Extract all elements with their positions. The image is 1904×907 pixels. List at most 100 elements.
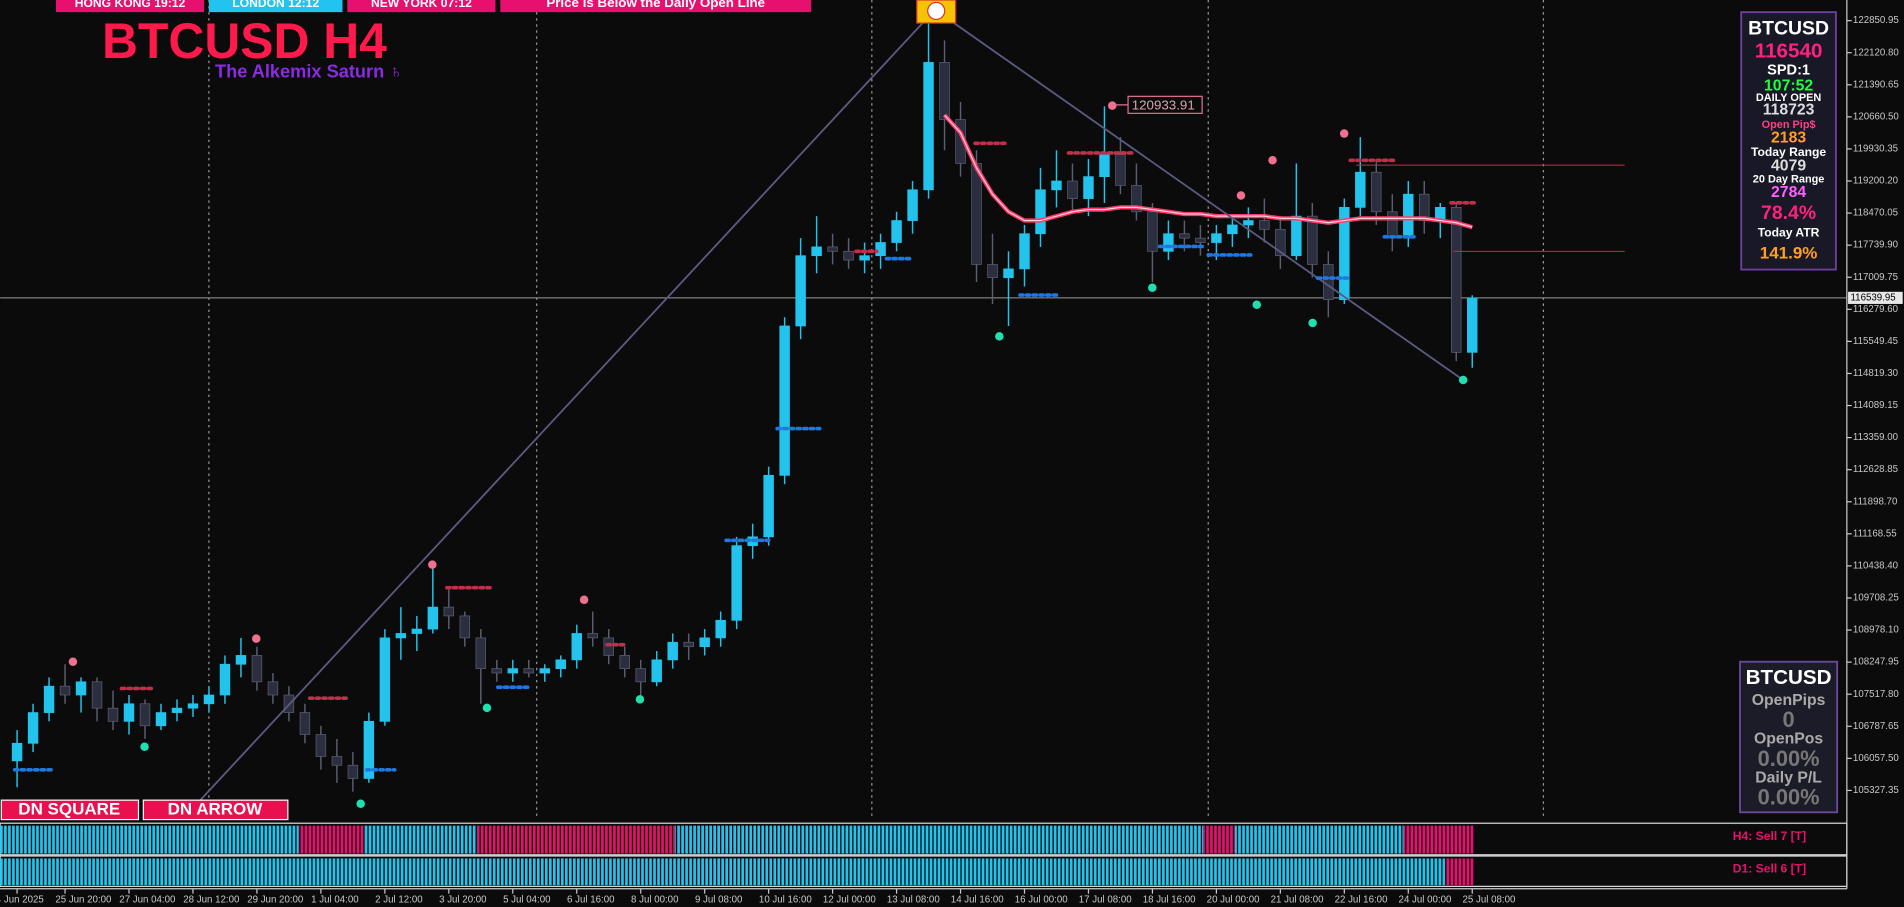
trend-lines bbox=[181, 8, 1464, 821]
x-tick-label: 12 Jul 00:00 bbox=[823, 894, 876, 905]
x-tick-label: 24 Jun 2025 bbox=[0, 894, 44, 905]
candle-body bbox=[219, 663, 231, 696]
strip-part bbox=[675, 825, 1204, 854]
candle-body bbox=[1467, 297, 1478, 353]
sell-icon-circle bbox=[927, 1, 946, 21]
candle-body bbox=[155, 712, 167, 727]
candle-body bbox=[395, 633, 407, 639]
candle-body bbox=[667, 641, 678, 661]
panel-text: 2784 bbox=[1771, 184, 1806, 201]
panel-box bbox=[1739, 660, 1839, 814]
candle-body bbox=[1339, 207, 1350, 300]
panel-text: 141.9% bbox=[1760, 243, 1818, 262]
y-tick-label: 108247.95 bbox=[1853, 657, 1899, 668]
candle-body bbox=[59, 685, 71, 696]
candle-body bbox=[427, 606, 439, 630]
session: HONG KONG 19:12 bbox=[75, 0, 186, 10]
signal-strip: D1: Sell 6 [T] bbox=[0, 855, 1848, 887]
session-box bbox=[208, 0, 343, 13]
candle-body bbox=[875, 242, 886, 257]
candle-body bbox=[491, 668, 503, 674]
candle-body bbox=[1003, 268, 1014, 279]
candle-body bbox=[1099, 154, 1110, 177]
info-panel: BTCUSD 116540 SPD:1 107:52 DAILY OPEN 11… bbox=[1740, 11, 1837, 271]
candle-body bbox=[171, 707, 183, 713]
x-tick-label: 25 Jun 20:00 bbox=[55, 894, 112, 905]
y-tick-label: 111898.70 bbox=[1853, 496, 1898, 507]
x-tick-label: 2 Jul 12:00 bbox=[375, 894, 423, 905]
y-tick-label: 119200.20 bbox=[1853, 176, 1899, 187]
level-lines bbox=[1356, 164, 1625, 252]
panel-text: 20 Day Range bbox=[1753, 174, 1825, 186]
fractal bbox=[1252, 300, 1262, 310]
button[interactable] bbox=[142, 799, 289, 821]
candle-body bbox=[251, 655, 263, 683]
fractal bbox=[356, 799, 365, 809]
alert-box bbox=[500, 0, 812, 13]
candle-body bbox=[1243, 220, 1254, 226]
session-box bbox=[55, 0, 205, 13]
resistance-dots bbox=[119, 141, 1478, 700]
panel-text: OpenPos bbox=[1754, 731, 1823, 748]
fractal bbox=[1268, 156, 1277, 165]
fractal bbox=[428, 560, 437, 569]
panel-text: 0.00% bbox=[1758, 785, 1820, 810]
button-label[interactable]: DN ARROW bbox=[168, 799, 264, 818]
fractal bbox=[68, 657, 78, 666]
candle-body bbox=[75, 681, 87, 696]
panel-text: 107:52 bbox=[1764, 77, 1813, 94]
signal-label: H4: Sell 7 [T] bbox=[1733, 829, 1806, 843]
candle-body bbox=[1227, 224, 1238, 235]
y-tick-label: 117009.75 bbox=[1853, 272, 1898, 283]
x-tick-label: 29 Jun 20:00 bbox=[247, 894, 304, 905]
button-label[interactable]: DN SQUARE bbox=[18, 799, 120, 818]
y-tick-label: 111168.55 bbox=[1853, 528, 1897, 539]
x-tick-label: 18 Jul 16:00 bbox=[1143, 894, 1196, 905]
panel-text: 116540 bbox=[1755, 40, 1823, 63]
panel-text: Daily P/L bbox=[1755, 769, 1822, 786]
session-box bbox=[347, 0, 496, 13]
x-tick-label: 1 Jul 04:00 bbox=[311, 894, 359, 905]
candle-body bbox=[347, 764, 359, 779]
candle-body bbox=[731, 545, 742, 621]
panel-text: DAILY OPEN bbox=[1756, 92, 1822, 104]
y-tick-label: 116279.60 bbox=[1853, 304, 1899, 315]
x-tick-label: 16 Jul 00:00 bbox=[1015, 894, 1068, 905]
strip-part bbox=[1234, 825, 1404, 854]
candle-body bbox=[363, 720, 375, 779]
y-tick-label: 120660.50 bbox=[1853, 111, 1899, 122]
chart-subtitle: The Alkemix Saturn ♄ bbox=[215, 62, 403, 82]
strip-part bbox=[298, 825, 365, 854]
candle-body bbox=[1131, 185, 1142, 213]
candle-body bbox=[603, 637, 614, 656]
candle-body bbox=[203, 694, 215, 705]
panel-text: Today Range bbox=[1751, 145, 1826, 159]
x-tick-label: 14 Jul 16:00 bbox=[951, 894, 1004, 905]
fractal bbox=[1108, 101, 1117, 110]
y-tick-label: 114819.30 bbox=[1853, 368, 1899, 379]
fractal bbox=[635, 695, 645, 704]
candle-body bbox=[763, 474, 774, 538]
signal-strip: H4: Sell 7 [T] bbox=[0, 822, 1848, 856]
plot bbox=[0, 18, 1847, 792]
button[interactable] bbox=[0, 799, 140, 821]
candle-body bbox=[11, 742, 23, 762]
x-tick-label: 25 Jul 08:00 bbox=[1463, 894, 1516, 905]
x-tick-label: 27 Jun 04:00 bbox=[119, 894, 176, 905]
candle-body bbox=[987, 264, 998, 279]
panel-text: BTCUSD bbox=[1746, 666, 1832, 689]
candle-body bbox=[587, 633, 598, 639]
candle-body bbox=[523, 668, 535, 674]
alert: Price is Below the Daily Open Line bbox=[546, 0, 765, 10]
strip-part bbox=[364, 825, 478, 854]
candle-body bbox=[91, 681, 103, 709]
strip-part bbox=[0, 858, 1445, 886]
panel-text: 2183 bbox=[1771, 130, 1806, 147]
y-tick-label: 119930.35 bbox=[1853, 144, 1898, 155]
fractals-down bbox=[140, 283, 1468, 809]
fractal bbox=[1308, 318, 1317, 328]
fractal bbox=[1148, 283, 1157, 293]
x-tick-label: 22 Jul 16:00 bbox=[1335, 894, 1388, 905]
trend-line bbox=[181, 9, 936, 821]
